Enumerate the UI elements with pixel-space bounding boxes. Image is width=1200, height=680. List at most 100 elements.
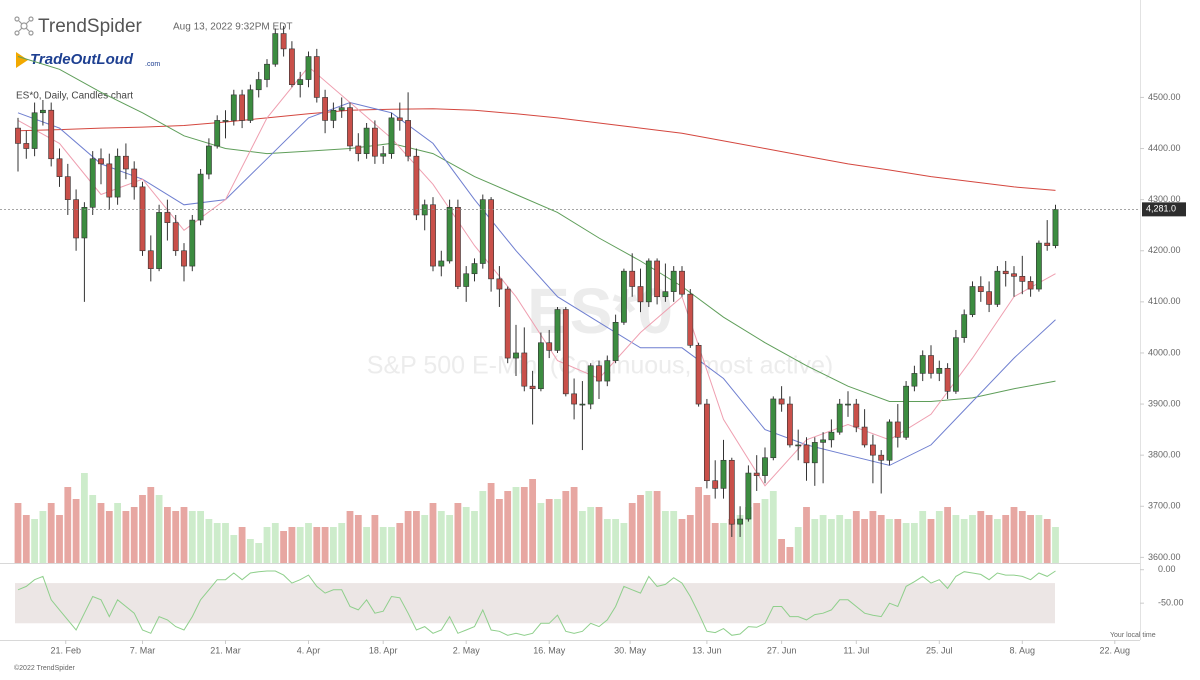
candle — [861, 409, 868, 448]
candle-body — [388, 117, 395, 154]
candle — [471, 258, 478, 282]
candle — [454, 199, 461, 290]
candle-body — [811, 442, 818, 464]
volume-bar — [960, 519, 968, 563]
volume-bar — [778, 539, 785, 563]
x-tick-label: 7. Mar — [130, 645, 156, 655]
candle-body — [355, 145, 362, 154]
candle-body — [504, 288, 511, 359]
volume-bar — [255, 543, 263, 563]
candle-body — [894, 421, 901, 438]
volume-bar — [238, 527, 246, 563]
volume-bar — [180, 507, 188, 563]
volume-bar — [944, 507, 951, 563]
y-tick-label: 3900.00 — [1148, 398, 1181, 408]
y-tick-label: 4500.00 — [1148, 92, 1181, 102]
candle — [56, 148, 63, 187]
volume-bar — [803, 507, 810, 563]
candle-body — [537, 342, 544, 390]
logo-suffix: .com — [145, 61, 160, 68]
candle-body — [247, 89, 254, 121]
x-tick-label: 21. Feb — [50, 645, 81, 655]
candle-body — [479, 199, 486, 264]
candle-body — [89, 158, 96, 208]
candle-body — [845, 403, 851, 406]
candle-body — [670, 270, 677, 292]
volume-bar — [994, 519, 1001, 563]
volume-bar — [479, 491, 487, 563]
volume-bar — [371, 515, 379, 563]
x-tick-label: 8. Aug — [1010, 645, 1036, 655]
volume-bar — [288, 527, 296, 563]
volume-bar — [338, 523, 346, 563]
candle — [571, 378, 577, 420]
volume-bar — [753, 503, 761, 563]
candle — [762, 447, 768, 484]
candle — [811, 437, 818, 486]
volume-bar — [769, 491, 777, 563]
candle — [488, 197, 494, 292]
volume-bar — [31, 519, 38, 563]
candle — [239, 89, 245, 129]
candle — [662, 263, 669, 302]
volume-bar — [861, 519, 868, 563]
candle-body — [338, 107, 345, 111]
candle — [778, 386, 785, 412]
candle-body — [288, 48, 295, 85]
candle — [396, 102, 403, 131]
candle — [230, 89, 237, 126]
candle-body — [73, 199, 79, 239]
candle-body — [869, 444, 876, 456]
candle-body — [604, 360, 611, 382]
volume-bar — [64, 487, 72, 563]
osc-tick-label: 0.00 — [1158, 564, 1176, 574]
volume-bar — [429, 503, 437, 563]
candle — [737, 506, 743, 537]
candle-body — [936, 367, 943, 374]
volume-bar — [811, 519, 819, 563]
volume-bar — [263, 527, 271, 563]
volume-bar — [462, 507, 470, 563]
candle — [288, 41, 295, 88]
candle — [114, 148, 121, 205]
candle-body — [197, 173, 204, 221]
candle-body — [546, 342, 553, 351]
candle-body — [703, 403, 710, 482]
candle-body — [820, 439, 826, 443]
candle-body — [1027, 281, 1034, 290]
y-tick-label: 3800.00 — [1148, 450, 1181, 460]
candle — [977, 276, 984, 302]
candle — [679, 266, 685, 297]
candle — [537, 332, 544, 392]
brand: TrendSpider — [38, 16, 143, 37]
candle-body — [31, 112, 38, 149]
volume-bar — [761, 499, 769, 563]
candle — [1036, 240, 1042, 292]
volume-bar — [421, 515, 429, 563]
candle — [911, 365, 918, 392]
candle — [886, 419, 893, 466]
candle — [795, 429, 802, 461]
candle — [637, 268, 644, 313]
candle — [380, 145, 387, 164]
candle — [845, 391, 851, 417]
candle — [753, 455, 760, 491]
candle-body — [562, 309, 569, 395]
candle-body — [39, 109, 46, 114]
candle-body — [413, 155, 420, 216]
candle — [280, 25, 287, 57]
x-tick-label: 11. Jul — [843, 645, 869, 655]
volume-bar — [81, 473, 88, 563]
candle — [164, 199, 171, 241]
candle-body — [48, 109, 55, 160]
candle-body — [620, 270, 627, 323]
candle — [330, 102, 337, 129]
volume-bar — [745, 507, 752, 563]
candle — [670, 266, 677, 302]
volume-bar — [919, 511, 927, 563]
candle — [496, 266, 503, 307]
candle — [587, 363, 594, 410]
volume-bar — [1035, 515, 1043, 563]
candle-body — [222, 120, 229, 122]
